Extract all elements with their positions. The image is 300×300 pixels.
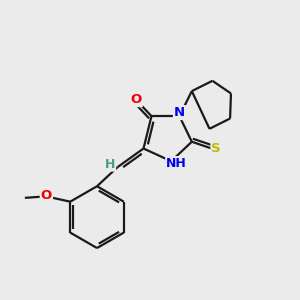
Text: H: H: [105, 158, 115, 171]
Text: NH: NH: [166, 157, 187, 170]
Text: S: S: [212, 142, 221, 155]
Text: O: O: [41, 189, 52, 202]
Text: O: O: [130, 93, 142, 106]
Text: N: N: [174, 106, 185, 119]
